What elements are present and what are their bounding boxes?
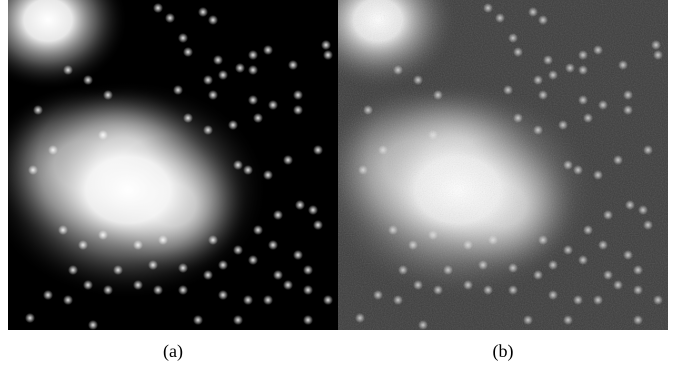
small-spot [98, 130, 108, 140]
small-spot [103, 285, 113, 295]
caption-a: (a) [8, 340, 338, 362]
small-spot [233, 315, 243, 325]
small-spot [103, 90, 113, 100]
small-spot [218, 70, 228, 80]
small-spot [113, 265, 123, 275]
small-spot [153, 285, 163, 295]
small-spot [28, 165, 38, 175]
small-spot [308, 205, 318, 215]
small-spot [133, 280, 143, 290]
small-spot [235, 63, 245, 73]
small-spot [268, 100, 278, 110]
small-spot [248, 65, 258, 75]
small-spot [208, 235, 218, 245]
small-spot [233, 245, 243, 255]
small-spot [268, 240, 278, 250]
small-spot [293, 105, 303, 115]
small-spot [323, 295, 333, 305]
small-spot [293, 90, 303, 100]
small-spot [233, 160, 243, 170]
small-spot [183, 113, 193, 123]
small-spot [203, 270, 213, 280]
small-spot [288, 60, 298, 70]
small-spot [295, 200, 305, 210]
small-spot [63, 65, 73, 75]
small-spot [83, 280, 93, 290]
small-spot [263, 295, 273, 305]
small-spot [133, 240, 143, 250]
small-spot [33, 105, 43, 115]
small-spot [183, 47, 193, 57]
small-spot [218, 260, 228, 270]
small-spot [203, 125, 213, 135]
small-spot [253, 225, 263, 235]
small-spot [248, 50, 258, 60]
small-spot [208, 15, 218, 25]
small-spot [313, 220, 323, 230]
small-spot [68, 265, 78, 275]
small-spot [243, 165, 253, 175]
small-spot [83, 75, 93, 85]
small-spot [203, 75, 213, 85]
small-spot [63, 295, 73, 305]
small-spot [303, 265, 313, 275]
small-spot [78, 240, 88, 250]
small-spot [283, 280, 293, 290]
small-spot [283, 155, 293, 165]
small-spot [88, 320, 98, 330]
small-spot [48, 145, 58, 155]
small-spot [273, 270, 283, 280]
small-spot [303, 315, 313, 325]
small-spot [248, 255, 258, 265]
small-spot [98, 230, 108, 240]
small-spot [313, 145, 323, 155]
clean-blob-image [8, 0, 338, 330]
small-spot [323, 50, 333, 60]
small-spot [228, 120, 238, 130]
small-spot [293, 250, 303, 260]
image-panel-a [8, 0, 338, 330]
small-spot [173, 85, 183, 95]
small-spot [208, 90, 218, 100]
small-spot [243, 295, 253, 305]
small-spot [158, 235, 168, 245]
noisy-blob-image [338, 0, 668, 330]
small-spot [58, 225, 68, 235]
small-spot [198, 7, 208, 17]
small-spot [178, 263, 188, 273]
small-spot [25, 313, 35, 323]
small-spot [178, 33, 188, 43]
small-spot [273, 210, 283, 220]
small-spot [148, 260, 158, 270]
small-spot [165, 13, 175, 23]
small-spot [218, 290, 228, 300]
small-spot [213, 55, 223, 65]
image-panel-b [338, 0, 668, 330]
small-spot [263, 170, 273, 180]
small-spot [263, 45, 273, 55]
small-spot [178, 285, 188, 295]
small-spot [253, 113, 263, 123]
small-spot [193, 315, 203, 325]
small-spot [153, 3, 163, 13]
small-spot [43, 290, 53, 300]
small-spot [248, 95, 258, 105]
caption-b: (b) [338, 340, 668, 362]
small-spot [321, 40, 331, 50]
small-spot [303, 285, 313, 295]
